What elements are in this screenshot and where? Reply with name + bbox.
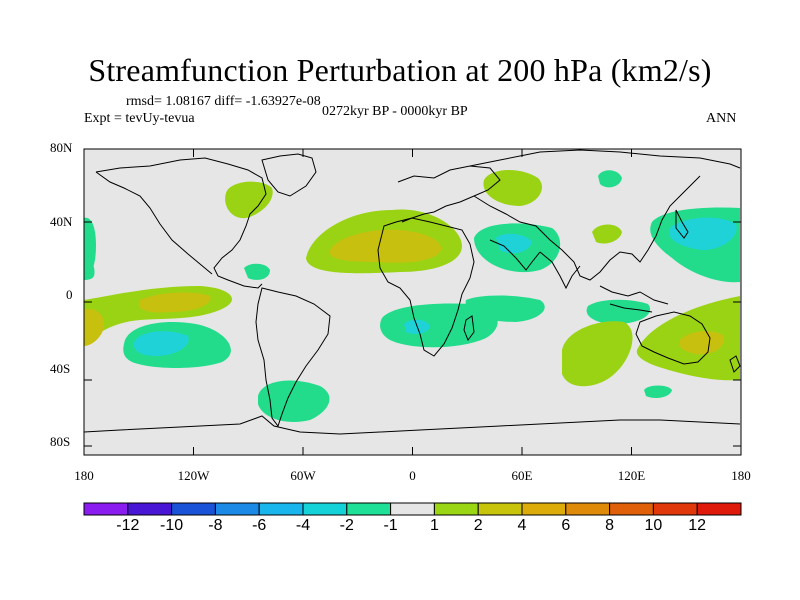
colorbar-label: 6: [561, 517, 571, 534]
colorbar-label: -10: [160, 517, 184, 534]
x-tick-label: 180: [731, 468, 751, 483]
x-tick-label: 120E: [617, 468, 646, 483]
anomaly-region: [496, 233, 532, 254]
colorbar-swatch: [433, 502, 479, 516]
anomaly-region: [84, 308, 105, 346]
x-tick-label: 120W: [177, 468, 210, 483]
coastline-segment: [95, 171, 213, 275]
stats-label: rmsd= 1.08167 diff= -1.63927e-08: [126, 94, 321, 109]
coastline-segment: [729, 355, 741, 373]
coastline-segment: [539, 251, 581, 290]
chart-title: Streamfunction Perturbation at 200 hPa (…: [88, 52, 712, 88]
anomaly-region: [133, 331, 189, 356]
period-label: 0272kyr BP - 0000kyr BP: [322, 104, 468, 119]
coastline-segment: [397, 165, 501, 223]
coastline-segment: [635, 311, 711, 365]
colorbar-swatch: [696, 502, 742, 516]
anomaly-region: [244, 263, 270, 280]
coastlines: [83, 149, 741, 435]
x-tick-label: 0: [409, 468, 416, 483]
colorbar-label: 1: [429, 517, 439, 534]
colorbar-swatch: [565, 502, 611, 516]
coastline-segment: [675, 209, 689, 239]
y-tick-label: 0: [66, 287, 73, 302]
colorbar-label: -2: [339, 517, 354, 534]
anomaly-region: [258, 380, 330, 423]
colorbar-label: -8: [208, 517, 223, 534]
anomaly-region: [84, 261, 95, 280]
anomaly-region: [598, 170, 622, 188]
colorbar-label: -6: [252, 517, 267, 534]
colorbar-swatch: [477, 502, 523, 516]
colorbar-swatch: [83, 502, 129, 516]
colorbar-swatch: [652, 502, 698, 516]
y-tick-label: 80S: [50, 434, 71, 449]
colorbar-swatch: [258, 502, 304, 516]
anomaly-region: [483, 169, 542, 206]
anomaly-region: [668, 217, 737, 250]
y-tick-label: 40N: [50, 214, 73, 229]
colorbar-swatch: [390, 502, 435, 516]
colorbar-swatch: [521, 502, 567, 516]
coastline-segment: [473, 175, 701, 281]
anomaly-region: [592, 224, 622, 244]
anomaly-region: [562, 321, 633, 387]
anomaly-region: [138, 292, 211, 313]
axis-tick-marks: [83, 148, 742, 455]
colorbar-label: -1: [383, 517, 398, 534]
colorbar-label: 10: [644, 517, 663, 534]
coastline-segment: [261, 153, 317, 197]
streamfunction-anomaly-fields: [84, 169, 740, 423]
season-label: ANN: [706, 111, 737, 126]
colorbar-swatch: [346, 502, 392, 516]
coastline-segment: [83, 415, 741, 435]
colorbar-label: -12: [116, 517, 140, 534]
coastline-segment: [489, 239, 541, 271]
y-tick-label: 80N: [50, 140, 73, 155]
x-tick-label: 60W: [290, 468, 316, 483]
colorbar-label: 12: [688, 517, 707, 534]
x-tick-label: 180: [74, 468, 94, 483]
x-tick-label: 60E: [511, 468, 533, 483]
coastline-segment: [609, 303, 653, 313]
colorbar-label: -4: [295, 517, 311, 534]
anomaly-region: [679, 331, 725, 355]
y-tick-label: 40S: [50, 361, 71, 376]
coastline-segment: [255, 287, 331, 428]
anomaly-region: [329, 229, 442, 263]
colorbar-swatch: [609, 502, 654, 516]
coastline-segment: [377, 217, 475, 357]
colorbar-swatch: [302, 502, 348, 516]
colorbar-swatch: [171, 502, 216, 516]
anomaly-region: [586, 299, 651, 324]
coastline-segment: [469, 149, 741, 169]
experiment-label: Expt = tevUy-tevua: [84, 111, 195, 126]
colorbar-swatch: [127, 502, 173, 516]
anomaly-region: [644, 385, 672, 398]
coastline-segment: [463, 315, 475, 342]
anomaly-region: [380, 303, 498, 348]
colorbar-label: 2: [473, 517, 483, 534]
coastline-segment: [599, 285, 669, 305]
anomaly-region: [225, 181, 273, 219]
anomaly-region: [465, 295, 545, 322]
colorbar-swatch: [214, 502, 260, 516]
coastline-segment: [95, 157, 267, 289]
colorbar-label: 8: [605, 517, 615, 534]
colorbar-label: 4: [517, 517, 527, 534]
